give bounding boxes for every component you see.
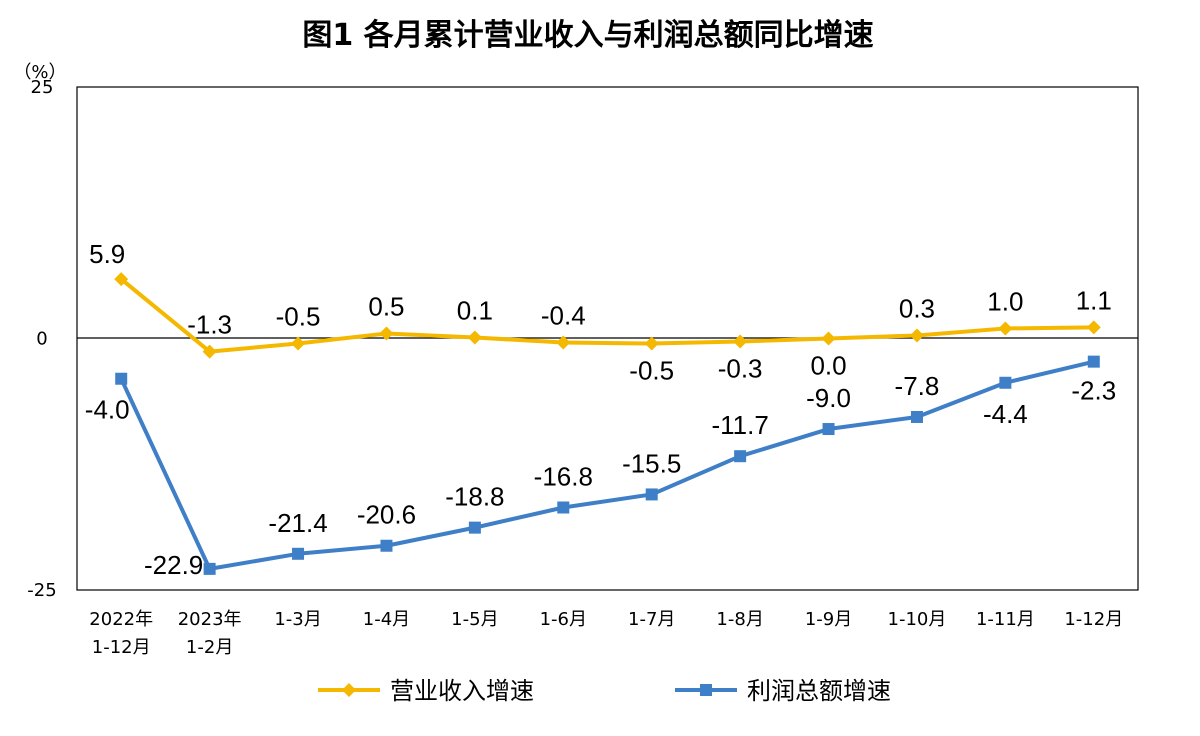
x-tick-label: 1-2月	[186, 637, 233, 658]
x-tick-label: 1-9月	[805, 609, 852, 630]
data-label: -2.3	[1071, 376, 1116, 406]
data-label: -18.8	[445, 482, 504, 512]
x-tick-label: 1-8月	[716, 609, 763, 630]
x-tick-label: 1-7月	[628, 609, 675, 630]
data-label: -11.7	[711, 410, 768, 440]
y-axis-unit: （%）	[13, 62, 66, 83]
series-1-point	[910, 410, 923, 423]
series-1-point	[1087, 355, 1100, 368]
series-1-point	[734, 450, 747, 463]
data-labels: 5.9 -1.3 -0.5 0.5 0.1 -0.4 -0.5 -0.3 0.0 0.3 1.0 1.…	[85, 239, 1116, 580]
legend-marker	[342, 683, 356, 697]
series-1-point	[203, 562, 216, 575]
y-tick-label: 0	[36, 329, 47, 350]
series-line-1	[119, 359, 1096, 571]
series-0-point	[556, 335, 571, 350]
data-label: -0.3	[718, 354, 763, 384]
data-label: -21.4	[268, 508, 327, 538]
x-tick-label: 1-3月	[274, 609, 321, 630]
series-group	[114, 272, 1101, 575]
data-label: 0.3	[899, 293, 935, 323]
series-1-point	[115, 372, 128, 385]
x-tick-label: 1-11月	[976, 609, 1035, 630]
series-0-point	[644, 336, 659, 351]
x-tick-label: 1-12月	[1064, 609, 1123, 630]
y-tick-label: 25	[31, 77, 54, 98]
legend: 营业收入增速 利润总额增速	[318, 677, 891, 705]
series-0-point	[733, 334, 748, 349]
data-label: 1.1	[1076, 285, 1112, 315]
x-tick-label: 1-5月	[451, 609, 498, 630]
x-tick-label: 1-6月	[540, 609, 587, 630]
legend-label: 营业收入增速	[390, 677, 534, 705]
x-tick-label: 1-4月	[363, 609, 410, 630]
series-0-point	[1086, 320, 1101, 335]
series-0-point	[291, 336, 306, 351]
x-ticks: 2022年 1-12月 2023年 1-2月 1-3月 1-4月 1-5月 1-6月 1-7月 1…	[89, 609, 1123, 658]
data-label: 0.0	[810, 351, 846, 381]
series-0-point	[821, 331, 836, 346]
data-label: -4.4	[983, 399, 1028, 429]
x-tick-label: 2023年	[178, 609, 242, 630]
legend-marker	[700, 684, 712, 696]
data-label: -9.0	[806, 383, 851, 413]
x-tick-label: 1-10月	[888, 609, 947, 630]
data-label: -22.9	[144, 550, 203, 580]
x-tick-label: 1-12月	[92, 637, 151, 658]
series-0-point	[379, 326, 394, 341]
series-1-point	[822, 423, 835, 436]
y-tick-label: -25	[27, 580, 56, 601]
series-1-point	[292, 547, 305, 560]
data-label: 0.5	[368, 291, 404, 321]
series-0-point	[909, 328, 924, 343]
data-label: -0.4	[541, 301, 586, 331]
series-1-point	[645, 488, 658, 501]
data-label: -0.5	[629, 356, 674, 386]
series-0-point	[202, 344, 217, 359]
series-1-point	[999, 376, 1012, 389]
series-0-point	[998, 321, 1013, 336]
data-label: -20.6	[357, 500, 416, 530]
series-line-0	[119, 277, 1096, 354]
data-label: -4.0	[85, 395, 130, 425]
data-label: -16.8	[534, 462, 593, 492]
y-ticks: 25 0 -25	[27, 77, 56, 601]
data-label: 5.9	[89, 239, 125, 269]
data-label: -7.8	[895, 371, 940, 401]
chart-title: 图1 各月累计营业收入与利润总额同比增速	[302, 18, 873, 53]
series-1-point	[468, 521, 481, 534]
data-label: 0.1	[457, 295, 493, 325]
data-label: 1.0	[987, 286, 1023, 316]
series-1-point	[380, 539, 393, 552]
series-0-point	[467, 330, 482, 345]
data-label: -15.5	[622, 448, 681, 478]
data-label: -0.5	[276, 302, 321, 332]
x-tick-label: 2022年	[89, 609, 153, 630]
series-0-point	[114, 272, 129, 287]
legend-label: 利润总额增速	[747, 677, 891, 705]
series-1-point	[557, 501, 570, 514]
data-label: -1.3	[187, 310, 232, 340]
